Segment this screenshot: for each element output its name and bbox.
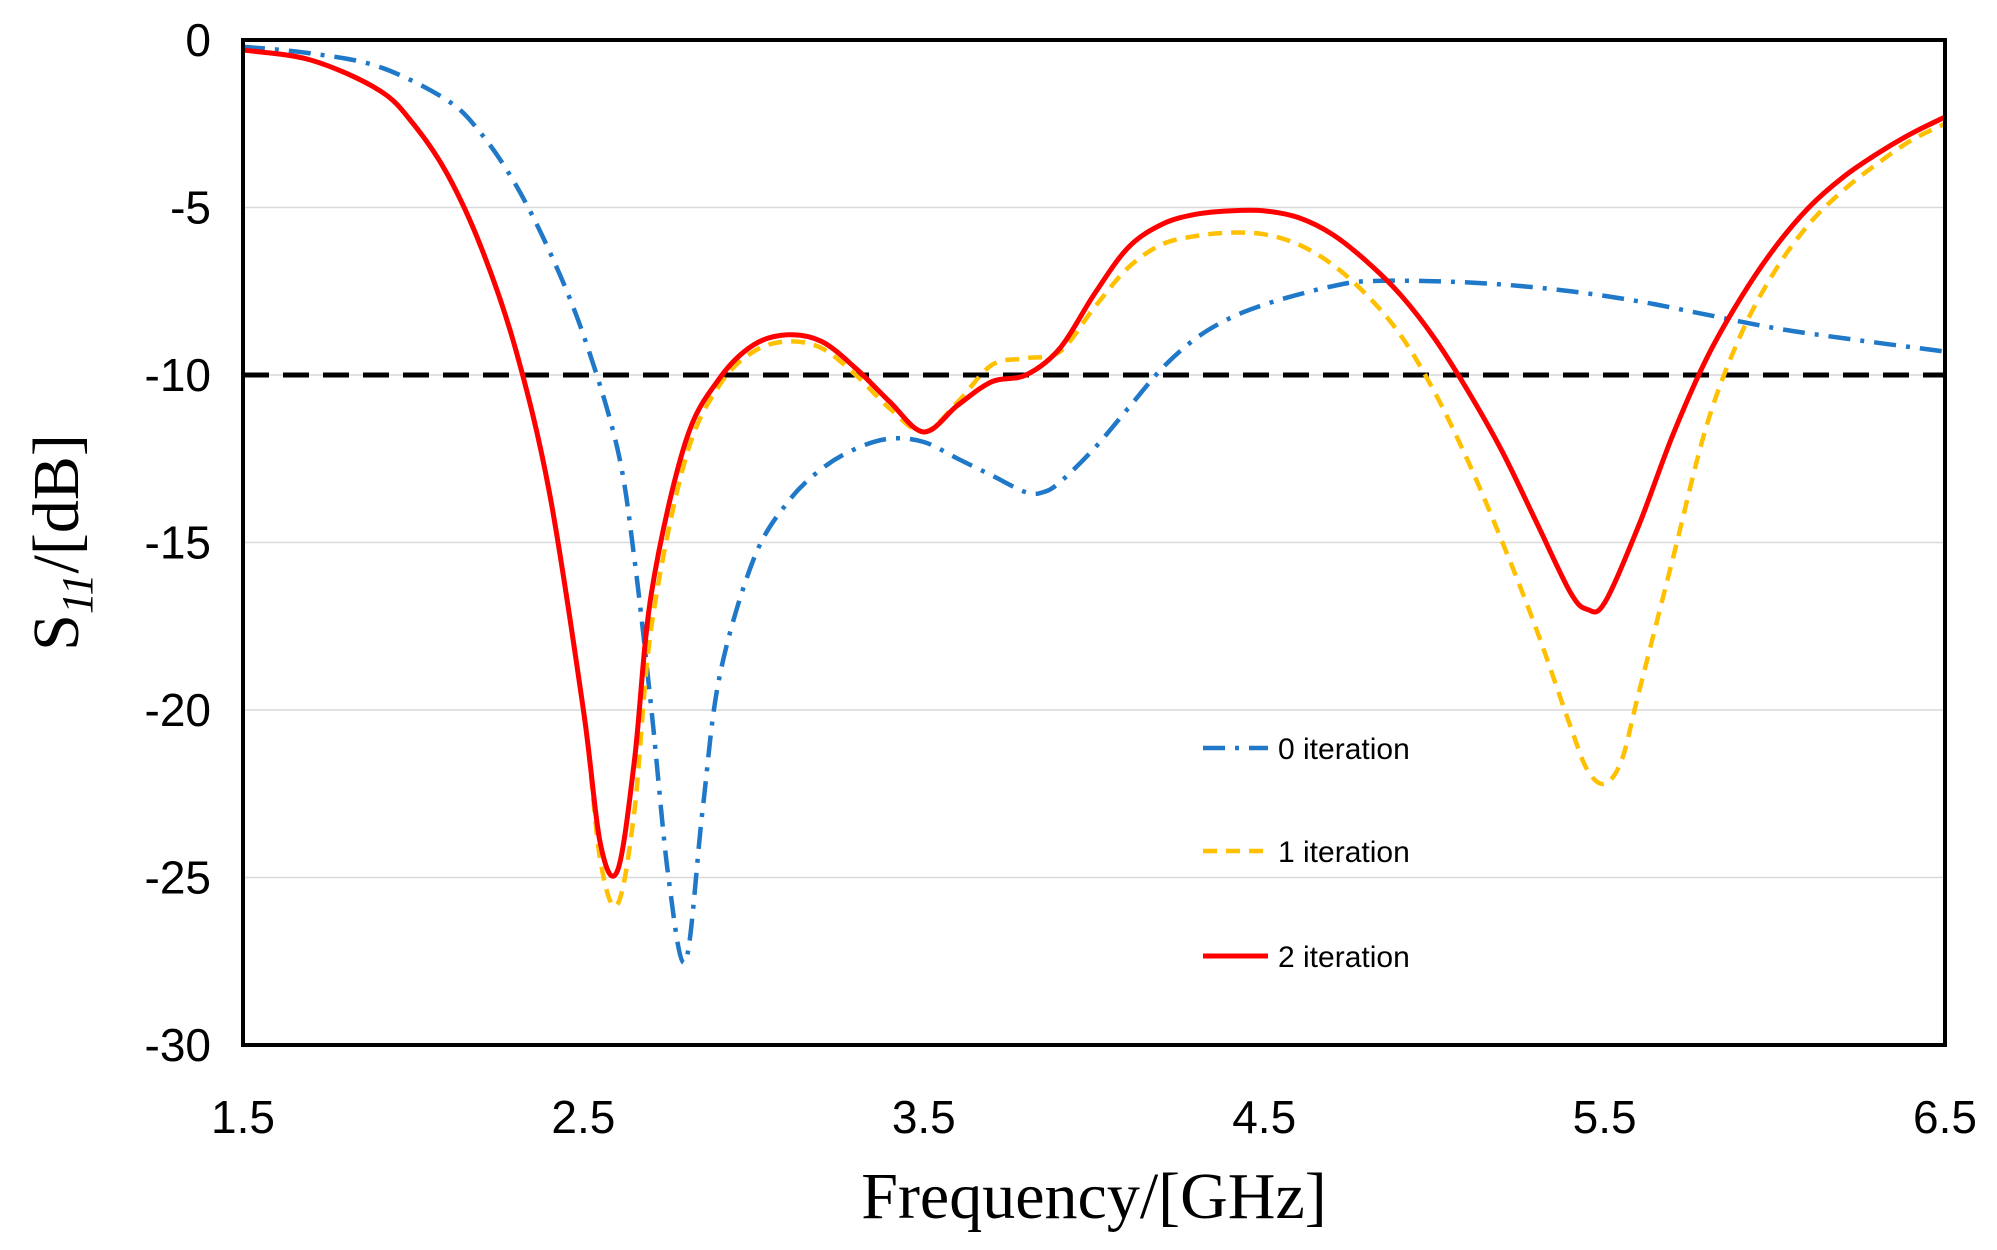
x-tick-label: 1.5	[211, 1091, 275, 1143]
y-tick-label: 0	[185, 14, 211, 66]
y-axis-title: S11/[dB]	[20, 434, 102, 651]
y-axis-title-prefix: S	[20, 614, 93, 651]
y-tick-label: -5	[170, 182, 211, 234]
x-tick-label: 2.5	[551, 1091, 615, 1143]
x-axis-title: Frequency/[GHz]	[861, 1160, 1326, 1233]
y-tick-label: -25	[145, 852, 211, 904]
series-line-1	[242, 47, 1946, 909]
series-layer	[242, 44, 1947, 966]
y-axis-title-subscript: 11	[53, 573, 102, 614]
y-tick-label: -10	[145, 349, 211, 401]
x-tick-label: 4.5	[1232, 1091, 1296, 1143]
y-tick-label: -30	[145, 1019, 211, 1071]
series-line-0	[242, 44, 1946, 966]
y-tick-labels: 0 -5 -10 -15 -20 -25 -30	[145, 14, 211, 1071]
gridlines	[243, 206, 1945, 879]
x-tick-labels: 1.5 2.5 3.5 4.5 5.5 6.5	[211, 1091, 1977, 1143]
x-tick-label: 5.5	[1573, 1091, 1637, 1143]
legend-label-1: 1 iteration	[1278, 836, 1410, 869]
x-tick-label: 3.5	[892, 1091, 956, 1143]
x-tick-label: 6.5	[1913, 1091, 1977, 1143]
legend: 0 iteration 1 iteration 2 iteration	[1203, 733, 1410, 974]
y-tick-label: -20	[145, 684, 211, 736]
y-axis-title-suffix: /[dB]	[20, 434, 93, 573]
legend-label-0: 0 iteration	[1278, 733, 1410, 766]
plot-frame	[241, 38, 1947, 1047]
y-tick-label: -15	[145, 517, 211, 569]
legend-label-2: 2 iteration	[1278, 941, 1410, 974]
series-line-2	[242, 47, 1947, 879]
